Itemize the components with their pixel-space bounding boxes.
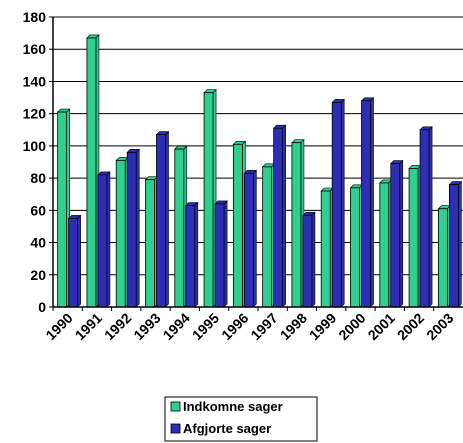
y-tick-label: 160 [23,41,47,57]
bar-side-facet [106,171,111,308]
bar-afgjorte-1993 [156,134,166,308]
x-tick-label: 2002 [394,310,427,343]
legend: Indkomne sager Afgjorte sager [164,396,318,442]
x-tick-labels: 1990199119921993199419951996199719981999… [42,307,457,343]
x-tick-label: 1991 [72,310,105,343]
x-tick-label: 1995 [189,310,222,343]
bar-indkomne-1997 [262,166,273,308]
bar-afgjorte-2003 [448,184,459,308]
bar-afgjorte-1997 [273,127,284,308]
bar-side-facet [282,124,286,308]
y-tick-label: 40 [30,235,46,251]
bar-indkomne-1998 [291,142,302,308]
bar-side-facet [77,214,81,308]
bar-indkomne-1994 [174,148,185,308]
legend-label-indkomne: Indkomne sager [183,399,283,414]
bar-afgjorte-2001 [390,163,401,308]
bar-afgjorte-1996 [243,172,254,308]
y-tick-label: 20 [30,267,46,283]
bar-side-facet [194,201,199,308]
bar-afgjorte-1991 [97,174,108,308]
bars [56,34,463,308]
y-tick-labels: 0 20 40 60 80 100 120 140 160 180 [23,9,53,315]
bar-side-facet [399,159,404,308]
bar-side-facet [165,130,169,308]
x-tick-label: 2001 [365,310,398,343]
y-tick-label: 60 [30,202,46,218]
y-tick-label: 140 [23,73,47,89]
x-tick-label: 1999 [306,310,339,343]
bar-side-facet [311,211,316,308]
y-tick-label: 100 [23,138,47,154]
x-tick-label: 2003 [423,310,456,343]
bar-indkomne-2003 [437,208,448,308]
bar-afgjorte-1992 [126,151,137,308]
bar-indkomne-2000 [350,187,360,308]
x-tick-label: 2000 [335,310,368,343]
bar-indkomne-1992 [115,159,126,308]
bar-side-facet [458,180,462,308]
x-tick-label: 1997 [247,310,280,343]
bar-afgjorte-1994 [185,205,196,308]
bar-indkomne-1995 [203,92,214,308]
bar-afgjorte-2000 [361,100,371,308]
bar-indkomne-1993 [145,179,155,308]
bar-indkomne-2002 [408,168,419,308]
bar-side-facet [253,169,257,308]
bar-afgjorte-1998 [302,214,313,308]
bar-side-facet [370,97,374,308]
x-tick-label: 1996 [218,310,251,343]
legend-box [164,396,318,442]
bar-afgjorte-1999 [331,101,342,308]
x-tick-label: 1994 [160,310,193,343]
bar-indkomne-2001 [379,182,390,308]
bar-indkomne-1999 [320,190,331,308]
y-tick-label: 120 [23,106,47,122]
y-tick-label: 180 [23,9,47,25]
x-tick-label: 1998 [277,310,310,343]
x-tick-label: 1992 [101,310,134,343]
x-tick-label: 1990 [42,310,75,343]
bar-indkomne-1991 [86,37,97,308]
bar-side-facet [340,98,345,308]
legend-swatch-indkomne [170,401,181,412]
bar-afgjorte-1995 [214,203,225,308]
bar-indkomne-1996 [232,143,243,308]
bar-side-facet [223,200,228,308]
y-tick-label: 0 [38,299,46,315]
bar-side-facet [135,148,140,308]
bar-afgjorte-1990 [68,217,79,308]
bar-afgjorte-2002 [419,129,430,308]
bar-side-facet [428,126,433,308]
bar-indkomne-1990 [57,111,68,308]
legend-swatch-afgjorte [170,423,181,434]
x-tick-label: 1993 [130,310,163,343]
legend-label-afgjorte: Afgjorte sager [183,421,271,436]
y-tick-label: 80 [30,170,46,186]
